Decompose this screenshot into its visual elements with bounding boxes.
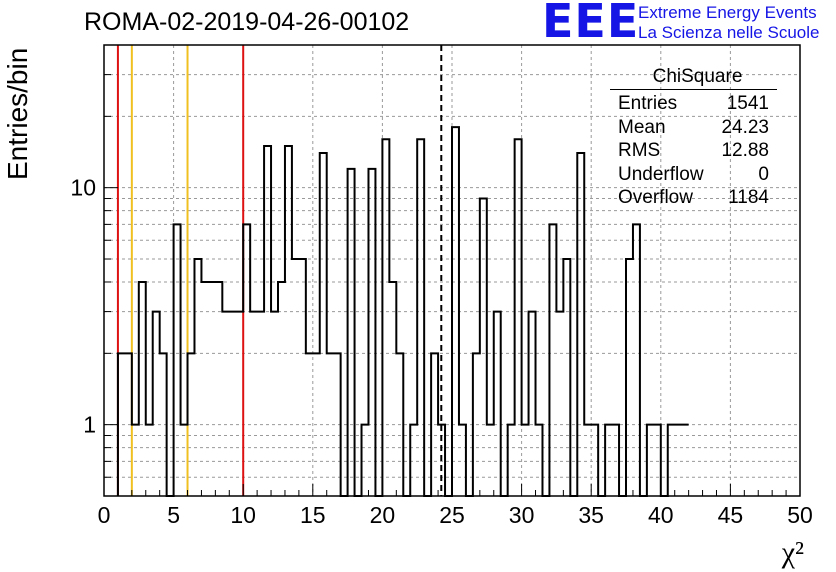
x-tick-label: 0	[98, 502, 111, 528]
x-tick-label: 15	[300, 502, 326, 528]
stats-row-underflow: Underflow 0	[610, 163, 777, 187]
x-tick-label: 5	[167, 502, 180, 528]
stats-value: 1541	[726, 93, 769, 114]
x-tick-label: 30	[509, 502, 535, 528]
stats-label: Mean	[618, 116, 666, 138]
x-tick-label: 40	[648, 502, 674, 528]
x-tick-label: 50	[787, 502, 813, 528]
x-tick-label: 25	[439, 502, 465, 528]
logo-text: Extreme Energy Events La Scienza nelle S…	[638, 3, 819, 43]
logo-line-1: Extreme Energy Events	[638, 3, 817, 22]
x-tick-label: 35	[578, 502, 604, 528]
stats-label: Overflow	[618, 187, 693, 208]
stats-label: Entries	[618, 93, 678, 114]
logo-mark: EEE	[542, 0, 640, 48]
y-tick-label: 10	[70, 175, 96, 201]
y-tick-label: 1	[83, 412, 96, 438]
stats-value: 1184	[728, 187, 769, 208]
stats-value: 0	[758, 163, 769, 185]
logo-line-2: La Scienza nelle Scuole	[638, 23, 820, 42]
stats-title: ChiSquare	[610, 66, 777, 90]
y-axis-label: Entries/bin	[2, 47, 33, 180]
stats-row-entries: Entries 1541	[610, 92, 777, 116]
chart-title: ROMA-02-2019-04-26-00102	[84, 8, 410, 36]
x-axis-label: χ²	[781, 536, 804, 569]
stats-value: 24.23	[721, 116, 769, 138]
stats-row-mean: Mean 24.23	[610, 116, 777, 140]
stats-label: Underflow	[618, 163, 704, 185]
stats-row-rms: RMS 12.88	[610, 139, 777, 163]
stats-row-overflow: Overflow 1184	[610, 186, 777, 210]
stats-box: ChiSquare Entries 1541 Mean 24.23 RMS 12…	[610, 66, 777, 210]
x-tick-label: 45	[718, 502, 744, 528]
x-tick-label: 20	[370, 502, 396, 528]
stats-label: RMS	[618, 140, 661, 161]
stats-value: 12.88	[721, 140, 769, 161]
x-tick-label: 10	[230, 502, 256, 528]
